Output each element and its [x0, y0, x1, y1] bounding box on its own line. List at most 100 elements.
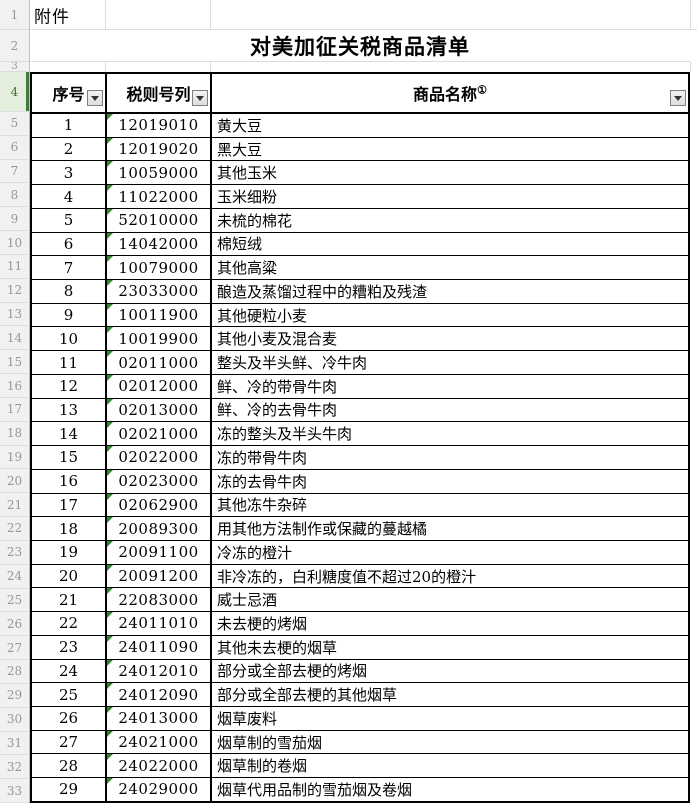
code-cell[interactable]: 02013000: [107, 398, 212, 422]
code-cell[interactable]: 02022000: [107, 446, 212, 469]
gutter-cell[interactable]: 31: [0, 732, 29, 756]
code-cell[interactable]: 22083000: [107, 588, 212, 612]
name-cell[interactable]: 其他冻牛杂碎: [217, 496, 308, 515]
name-cell[interactable]: 冻的去骨牛肉: [217, 472, 308, 491]
gutter-cell[interactable]: 3: [0, 62, 29, 72]
seq-cell[interactable]: 29: [32, 778, 107, 801]
seq-cell[interactable]: 24: [32, 659, 107, 683]
code-cell[interactable]: 24021000: [107, 730, 212, 754]
gutter-cell[interactable]: 1: [0, 0, 29, 30]
seq-cell[interactable]: 6: [32, 232, 107, 256]
gutter-cell[interactable]: 14: [0, 326, 29, 351]
name-cell[interactable]: 其他未去梗的烟草: [217, 638, 338, 657]
title-cell[interactable]: 对美加征关税商品清单: [30, 30, 690, 62]
gutter-cell[interactable]: 17: [0, 398, 29, 422]
seq-cell[interactable]: 16: [32, 469, 107, 493]
code-cell[interactable]: 24011090: [107, 635, 212, 659]
name-cell[interactable]: 烟草废料: [217, 709, 278, 728]
name-cell[interactable]: 黑大豆: [217, 140, 263, 159]
seq-cell[interactable]: 2: [32, 137, 107, 161]
code-cell[interactable]: 24012010: [107, 659, 212, 683]
name-cell[interactable]: 部分或全部去梗的烤烟: [217, 662, 368, 681]
name-cell[interactable]: 其他硬粒小麦: [217, 306, 308, 325]
code-cell[interactable]: 24029000: [107, 778, 212, 801]
gutter-cell[interactable]: 2: [0, 30, 29, 62]
code-cell[interactable]: 20091200: [107, 564, 212, 588]
name-cell[interactable]: 黄大豆: [217, 116, 263, 135]
name-cell[interactable]: 烟草制的卷烟: [217, 757, 308, 776]
code-cell[interactable]: 10079000: [107, 256, 212, 280]
seq-cell[interactable]: 26: [32, 706, 107, 730]
seq-cell[interactable]: 21: [32, 588, 107, 612]
gutter-cell[interactable]: 30: [0, 708, 29, 732]
gutter-cell[interactable]: 10: [0, 231, 29, 255]
gutter-cell[interactable]: 7: [0, 160, 29, 184]
name-cell[interactable]: 酿造及蒸馏过程中的糟粕及残渣: [217, 282, 428, 301]
code-cell[interactable]: 23033000: [107, 280, 212, 303]
code-cell[interactable]: 52010000: [107, 208, 212, 232]
header-code[interactable]: 税则号列: [107, 74, 212, 112]
name-cell[interactable]: 鲜、冷的去骨牛肉: [217, 401, 338, 420]
gutter-cell[interactable]: 5: [0, 112, 29, 136]
filter-button-code[interactable]: [192, 90, 208, 106]
gutter-cell[interactable]: 9: [0, 207, 29, 232]
seq-cell[interactable]: 14: [32, 422, 107, 446]
code-cell[interactable]: 12019010: [107, 114, 212, 137]
seq-cell[interactable]: 23: [32, 635, 107, 659]
gutter-cell[interactable]: 19: [0, 446, 29, 470]
gutter-cell[interactable]: 6: [0, 136, 29, 160]
name-cell[interactable]: 鲜、冷的带骨牛肉: [217, 377, 338, 396]
gutter-cell[interactable]: 8: [0, 183, 29, 208]
seq-cell[interactable]: 12: [32, 374, 107, 398]
gutter-cell[interactable]: 22: [0, 517, 29, 541]
seq-cell[interactable]: 9: [32, 303, 107, 327]
header-name[interactable]: 商品名称①: [212, 74, 688, 112]
name-cell[interactable]: 非冷冻的，白利糖度值不超过20的橙汁: [217, 567, 477, 586]
seq-cell[interactable]: 5: [32, 208, 107, 232]
code-cell[interactable]: 24011010: [107, 612, 212, 635]
name-cell[interactable]: 烟草代用品制的雪茄烟及卷烟: [217, 780, 413, 799]
gutter-cell[interactable]: 29: [0, 684, 29, 708]
seq-cell[interactable]: 17: [32, 493, 107, 517]
name-cell[interactable]: 部分或全部去梗的其他烟草: [217, 686, 398, 705]
name-cell[interactable]: 烟草制的雪茄烟: [217, 733, 323, 752]
gutter-cell[interactable]: 23: [0, 541, 29, 565]
name-cell[interactable]: 整头及半头鲜、冷牛肉: [217, 354, 368, 373]
sheet-row-1[interactable]: 附件: [30, 0, 697, 30]
seq-cell[interactable]: 8: [32, 280, 107, 303]
seq-cell[interactable]: 18: [32, 517, 107, 540]
seq-cell[interactable]: 22: [32, 612, 107, 635]
seq-cell[interactable]: 28: [32, 754, 107, 778]
seq-cell[interactable]: 13: [32, 398, 107, 422]
name-cell[interactable]: 未梳的棉花: [217, 211, 293, 230]
gutter-cell[interactable]: 20: [0, 469, 29, 494]
seq-cell[interactable]: 4: [32, 185, 107, 208]
code-cell[interactable]: 24013000: [107, 706, 212, 730]
seq-cell[interactable]: 1: [32, 114, 107, 137]
code-cell[interactable]: 24012090: [107, 683, 212, 706]
gutter-cell[interactable]: 21: [0, 493, 29, 518]
code-cell[interactable]: 24022000: [107, 754, 212, 778]
gutter-cell[interactable]: 13: [0, 303, 29, 327]
gutter-cell[interactable]: 24: [0, 565, 29, 589]
seq-cell[interactable]: 11: [32, 351, 107, 374]
code-cell[interactable]: 12019020: [107, 137, 212, 161]
code-cell[interactable]: 02021000: [107, 422, 212, 446]
code-cell[interactable]: 20089300: [107, 517, 212, 540]
seq-cell[interactable]: 3: [32, 161, 107, 185]
gutter-cell[interactable]: 33: [0, 779, 29, 803]
seq-cell[interactable]: 7: [32, 256, 107, 280]
seq-cell[interactable]: 19: [32, 540, 107, 564]
name-cell[interactable]: 其他玉米: [217, 164, 278, 183]
seq-cell[interactable]: 15: [32, 446, 107, 469]
code-cell[interactable]: 14042000: [107, 232, 212, 256]
seq-cell[interactable]: 20: [32, 564, 107, 588]
gutter-cell[interactable]: 32: [0, 755, 29, 780]
filter-button-name[interactable]: [670, 90, 686, 106]
name-cell[interactable]: 冷冻的橙汁: [217, 543, 293, 562]
gutter-cell[interactable]: 15: [0, 350, 29, 375]
code-cell[interactable]: 10011900: [107, 303, 212, 327]
sheet-row-3[interactable]: [30, 62, 697, 72]
name-cell[interactable]: 冻的整头及半头牛肉: [217, 425, 353, 444]
seq-cell[interactable]: 25: [32, 683, 107, 706]
